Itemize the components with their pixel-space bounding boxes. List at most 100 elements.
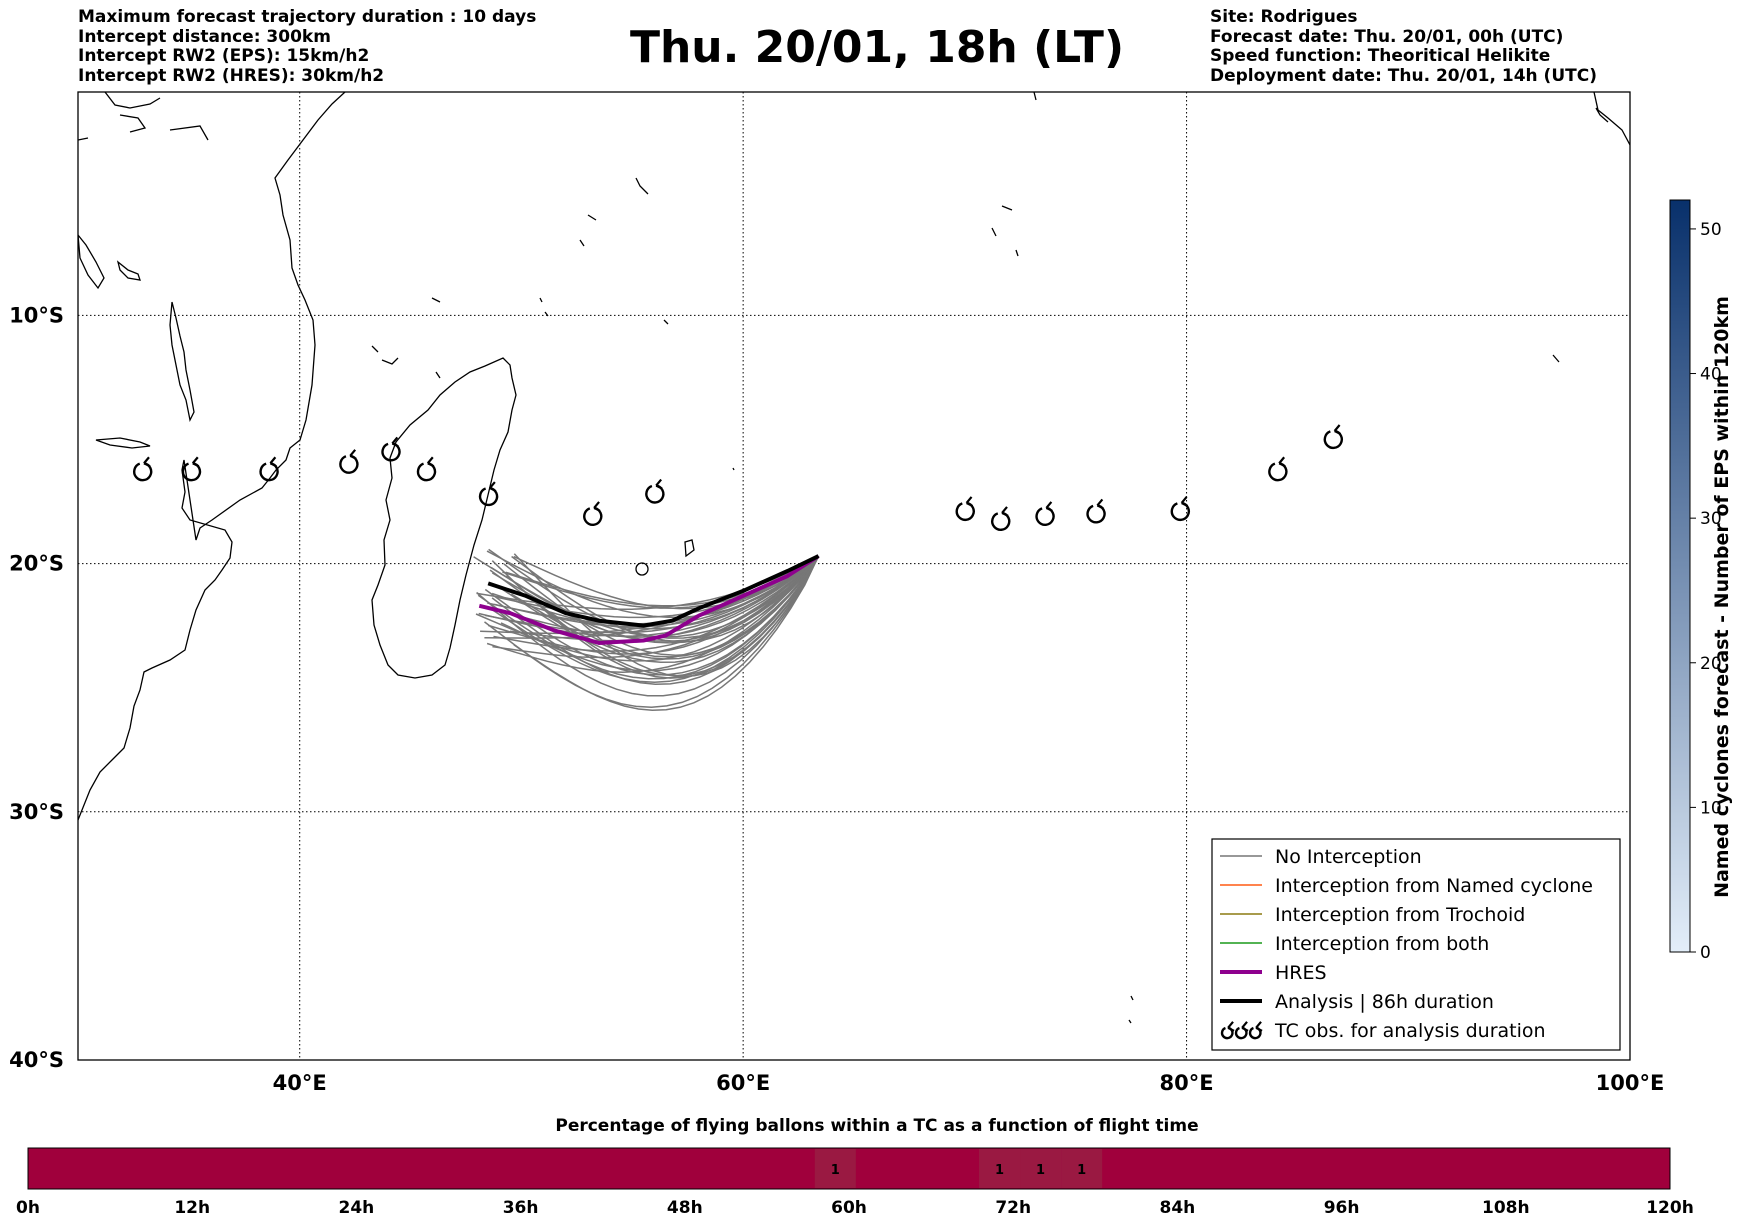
tc-obs-icon xyxy=(1086,498,1106,524)
eps-trajectory xyxy=(484,555,820,708)
chart-title: Thu. 20/01, 18h (LT) xyxy=(629,22,1125,73)
tc-obs-icon xyxy=(1234,1021,1249,1040)
timeline-cells: 1 1 1 1 xyxy=(814,1149,1103,1188)
deterministic-trajectories xyxy=(478,554,820,645)
tc-obs-icon xyxy=(1268,456,1288,482)
eps-trajectory xyxy=(503,555,820,657)
legend-label: Interception from both xyxy=(1275,933,1489,955)
islands-cocos xyxy=(1552,354,1560,363)
timeline-tick-label: 0h xyxy=(16,1198,40,1218)
timeline-tick-label: 120h xyxy=(1646,1198,1694,1218)
timeline-cell-label: 1 xyxy=(831,1163,840,1178)
timeline-tick-label: 84h xyxy=(1160,1198,1196,1218)
legend-label: No Interception xyxy=(1275,846,1422,868)
tc-observations xyxy=(133,424,1343,531)
timeline-cell-label: 1 xyxy=(1036,1163,1045,1178)
colorbar-gradient xyxy=(1669,199,1691,953)
timeline-tick-label: 48h xyxy=(667,1198,703,1218)
header-speed-function: Speed function: Theoritical Helikite xyxy=(1210,46,1551,66)
island-mauritius xyxy=(684,539,695,558)
tc-obs-icon xyxy=(583,501,603,527)
header-rw2-eps: Intercept RW2 (EPS): 15km/h2 xyxy=(78,46,370,66)
header-rw2-hres: Intercept RW2 (HRES): 30km/h2 xyxy=(78,65,385,86)
x-tick-label: 80°E xyxy=(1160,1071,1214,1095)
timeline-cell xyxy=(1061,1149,1103,1188)
map-plot-area: 40°E 60°E 80°E 100°E 10°S 20°S 30°S 40°S No Int… xyxy=(9,91,1665,1095)
islands-maldives xyxy=(1033,92,1037,101)
legend-box xyxy=(1211,838,1621,1051)
legend-label: Analysis | 86h duration xyxy=(1275,991,1494,1013)
y-tick-label: 10°S xyxy=(9,303,64,327)
eps-trajectory xyxy=(486,550,820,619)
coastline-lake-3 xyxy=(95,437,151,449)
eps-trajectory xyxy=(476,555,820,697)
islands-sumatra xyxy=(1593,92,1630,146)
y-tick-label: 30°S xyxy=(9,800,64,824)
header-duration: Maximum forecast trajectory duration : 1… xyxy=(78,7,537,27)
coastline-mozambique-channel-island xyxy=(169,301,195,422)
timeline-cell-label: 1 xyxy=(995,1163,1004,1178)
colorbar-label: Named cyclones forecast - Number of EPS … xyxy=(1711,296,1733,898)
tc-obs-icon xyxy=(478,481,499,507)
eps-trajectory xyxy=(506,555,820,677)
timeline-cell-label: 1 xyxy=(1077,1163,1086,1178)
eps-trajectory xyxy=(490,555,820,644)
tc-obs-icon xyxy=(1220,1021,1235,1040)
colorbar-tick-label: 0 xyxy=(1700,943,1711,963)
tc-obs-icon xyxy=(181,456,202,482)
tc-obs-icon xyxy=(991,506,1011,531)
tc-obs-icon xyxy=(133,456,153,482)
coastlines xyxy=(78,92,1630,1024)
colorbar-tick-label: 50 xyxy=(1700,220,1722,240)
tc-obs-icon xyxy=(645,478,665,504)
eps-trajectory xyxy=(489,555,820,658)
timeline-ticks: 0h 12h 24h 36h 48h 60h 72h 84h 96h 108h 120h xyxy=(16,1198,1694,1218)
island-reunion xyxy=(635,562,649,576)
flight-time-timeline: 1 1 1 1 0h 12h 24h 36h 48h 60h 72h 84h 96h 108h 120h xyxy=(16,1147,1694,1218)
header-site-info: Site: Rodrigues Forecast date: Thu. 20/0… xyxy=(1210,7,1597,86)
tc-obs-icon xyxy=(1323,424,1343,450)
coastline-north-africa-bits xyxy=(78,92,209,141)
timeline-tick-label: 96h xyxy=(1324,1198,1360,1218)
colorbar-tick-label: 30 xyxy=(1700,509,1722,529)
coastline-lake-2 xyxy=(116,260,141,281)
tc-obs-icon xyxy=(381,436,401,462)
coastline-madagascar xyxy=(371,357,517,679)
hres-trajectory xyxy=(478,554,820,645)
coastline-east-africa xyxy=(78,92,346,821)
timeline-tick-label: 36h xyxy=(503,1198,539,1218)
timeline-tick-label: 72h xyxy=(995,1198,1031,1218)
timeline-cell xyxy=(814,1149,856,1188)
colorbar-ticks: 0 10 20 30 40 50 xyxy=(1690,220,1722,963)
islands-amsterdam xyxy=(1128,995,1134,1024)
header-site: Site: Rodrigues xyxy=(1210,7,1358,27)
timeline-title: Percentage of flying ballons within a TC… xyxy=(555,1116,1199,1136)
tc-obs-icon xyxy=(339,449,359,474)
legend-label: HRES xyxy=(1275,962,1327,984)
colorbar: 0 10 20 30 40 50 xyxy=(1669,199,1722,963)
colorbar-tick-label: 10 xyxy=(1700,798,1722,818)
y-tick-label: 20°S xyxy=(9,552,64,576)
x-tick-label: 60°E xyxy=(716,1071,770,1095)
legend: No Interception Interception from Named c… xyxy=(1211,838,1621,1051)
eps-trajectory xyxy=(513,555,819,610)
colorbar-tick-label: 40 xyxy=(1700,365,1722,385)
map-border xyxy=(77,91,1631,1061)
island-tromelin-misc xyxy=(431,297,735,471)
timeline-tick-label: 108h xyxy=(1482,1198,1530,1218)
analysis-trajectory xyxy=(487,554,820,628)
coastline-west-lake xyxy=(78,233,105,290)
timeline-tick-label: 60h xyxy=(831,1198,867,1218)
eps-trajectory xyxy=(473,555,820,638)
header-forecast-date: Forecast date: Thu. 20/01, 00h (UTC) xyxy=(1210,26,1564,47)
tc-obs-icon xyxy=(259,456,279,482)
x-tick-label: 100°E xyxy=(1596,1071,1665,1095)
islands-comoros xyxy=(371,345,441,379)
header-parameters: Maximum forecast trajectory duration : 1… xyxy=(78,7,537,86)
legend-label: TC obs. for analysis duration xyxy=(1274,1020,1546,1042)
header-deployment-date: Deployment date: Thu. 20/01, 14h (UTC) xyxy=(1210,65,1597,86)
tc-obs-icon xyxy=(416,456,437,482)
legend-label: Interception from Named cyclone xyxy=(1275,875,1593,897)
tc-obs-icon xyxy=(1248,1021,1263,1040)
